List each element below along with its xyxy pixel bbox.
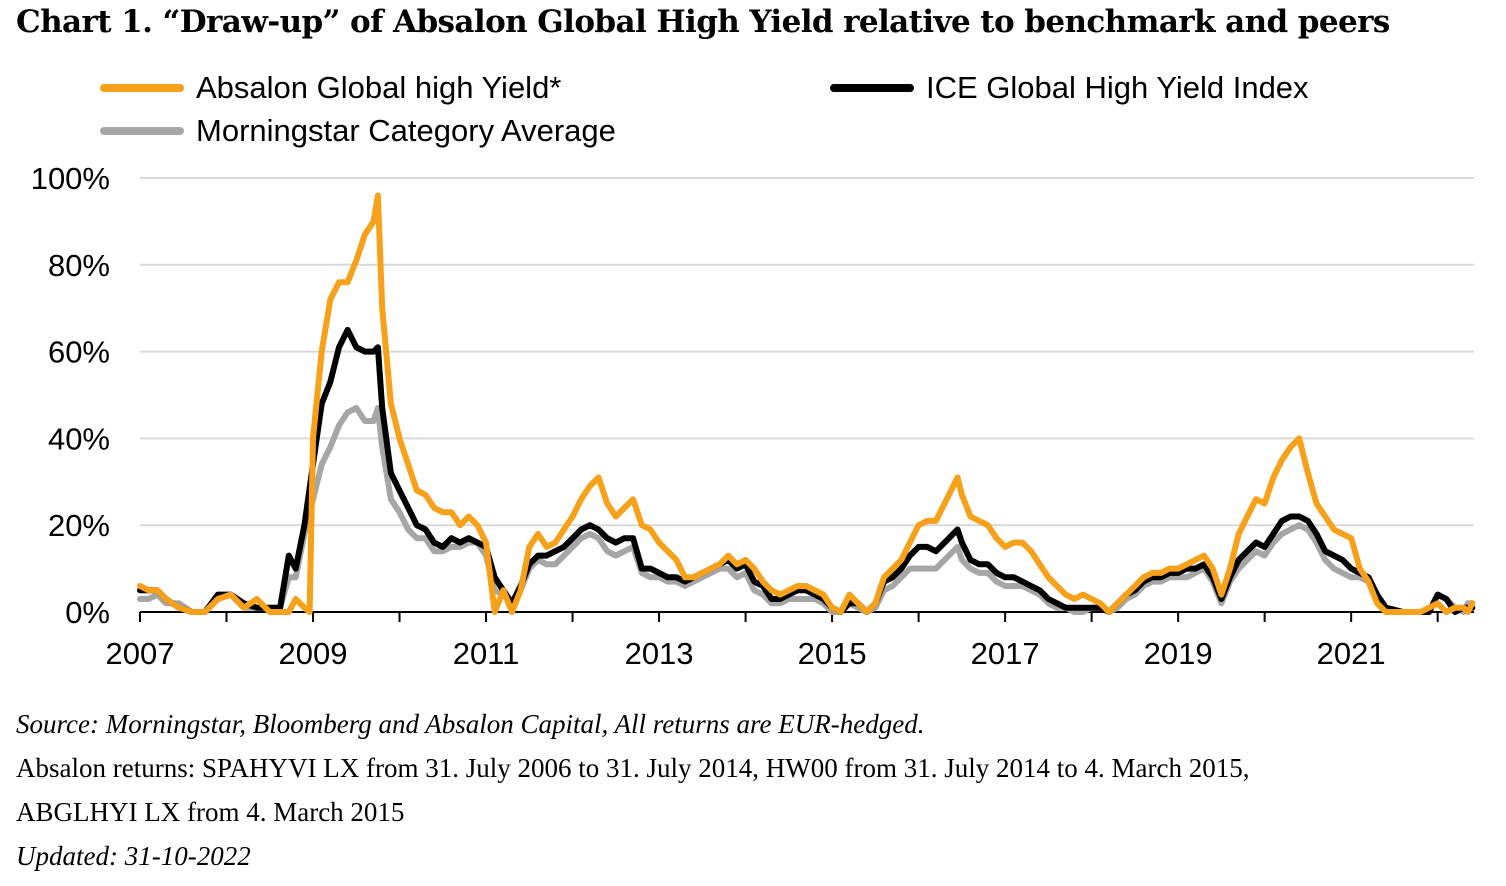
x-tick-label: 2009 [279,636,348,671]
returns-note-line2: ABGLHYI LX from 4. March 2015 [16,797,405,827]
x-tick-label: 2017 [971,636,1040,671]
chart-notes: Source: Morningstar, Bloomberg and Absal… [16,702,1249,878]
legend-item-ice: ICE Global High Yield Index [830,70,1309,106]
legend-item-morningstar: Morningstar Category Average [100,113,616,149]
x-tick-label: 2019 [1144,636,1213,671]
legend-label-absalon: Absalon Global high Yield* [196,70,562,105]
y-tick-label: 60% [48,335,110,370]
x-tick-label: 2007 [106,636,175,671]
source-note: Source: Morningstar, Bloomberg and Absal… [16,709,925,739]
chart-legend: Absalon Global high Yield* ICE Global Hi… [0,66,1506,156]
line-chart: 0% 20% 40% 60% 80% 100% 2007 2009 2011 2013 2015 20… [31,161,1476,671]
legend-swatch-absalon [100,84,184,92]
y-tick-label: 20% [48,508,110,543]
legend-swatch-morningstar [100,127,184,135]
chart-title: Chart 1. “Draw-up” of Absalon Global Hig… [16,4,1390,40]
legend-label-morningstar: Morningstar Category Average [196,113,616,148]
y-tick-label: 40% [48,421,110,456]
y-tick-label: 0% [65,595,110,630]
series-line-ice [137,326,1476,615]
updated-note: Updated: 31-10-2022 [16,841,251,871]
x-tick-label: 2013 [625,636,694,671]
series-line-absalon [137,192,1476,615]
y-tick-label: 80% [48,248,110,283]
y-tick-label: 100% [31,161,110,196]
x-tick-label: 2021 [1317,636,1386,671]
returns-note-line1: Absalon returns: SPAHYVI LX from 31. Jul… [16,753,1250,783]
legend-swatch-ice [830,84,914,92]
legend-label-ice: ICE Global High Yield Index [926,70,1309,105]
legend-item-absalon: Absalon Global high Yield* [100,70,561,106]
x-tick-label: 2015 [798,636,867,671]
series-line-morningstar [137,405,1476,615]
x-tick-label: 2011 [453,636,520,671]
